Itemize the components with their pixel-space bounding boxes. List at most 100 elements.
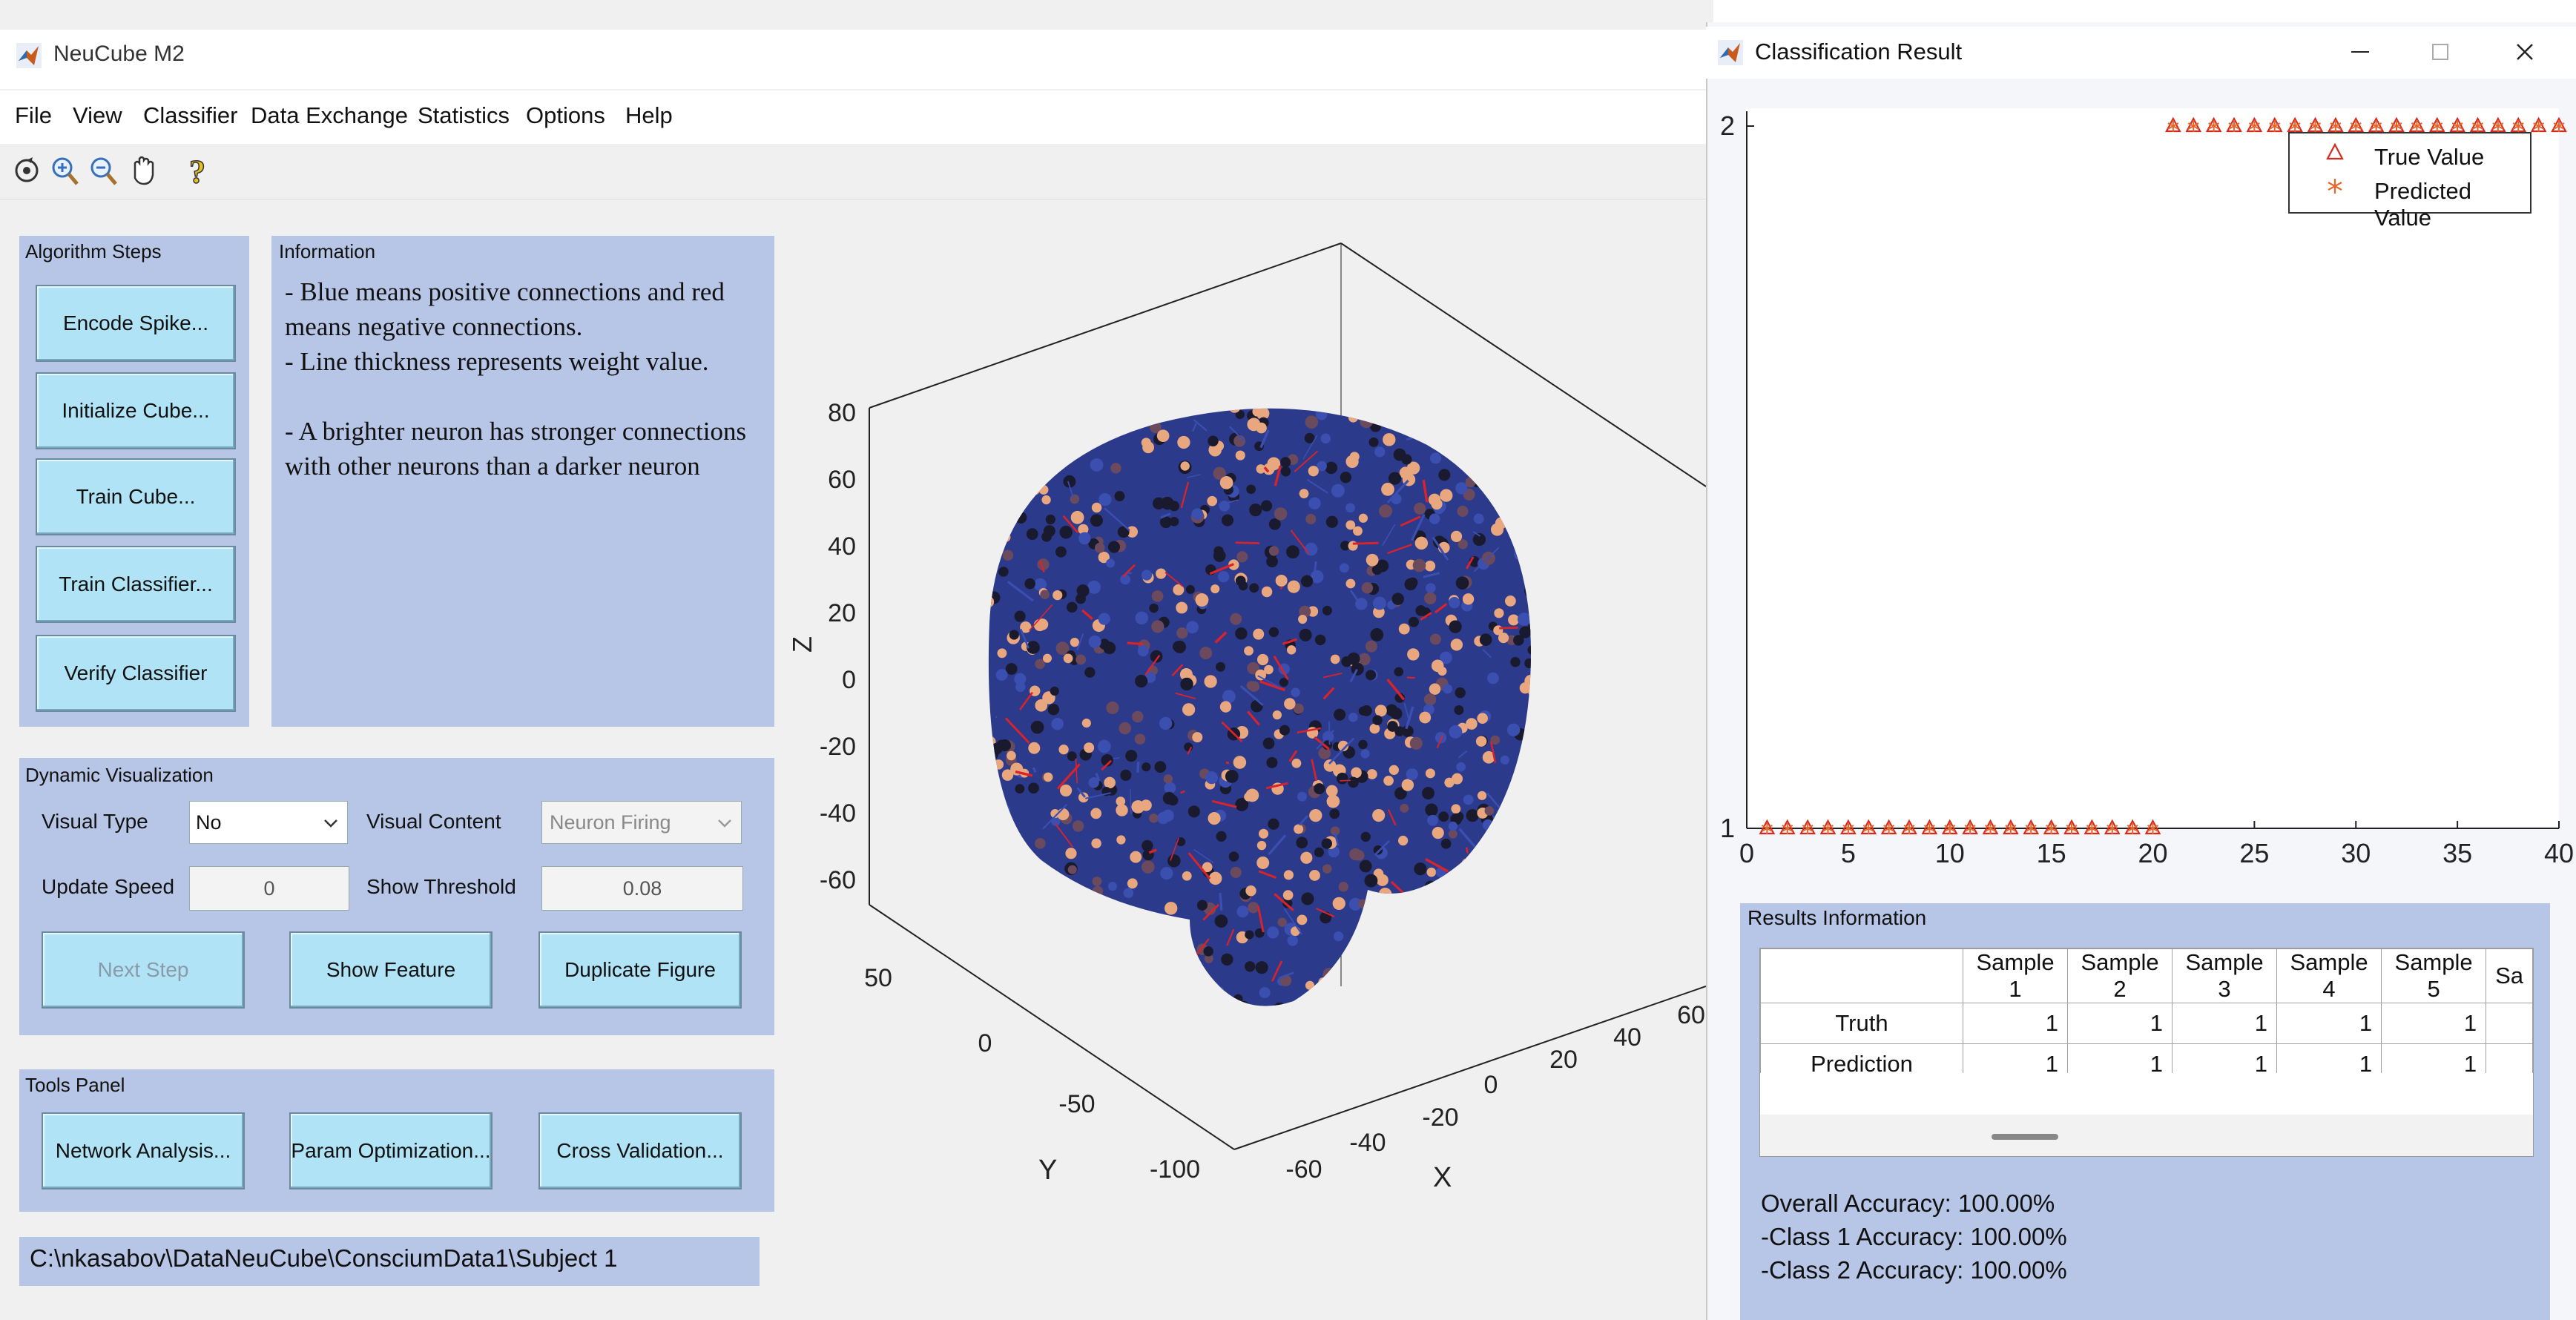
update-speed-field[interactable]: 0 xyxy=(189,866,349,911)
cube-3d-plot[interactable]: 80 60 40 20 0 -20 -40 -60 Z 50 0 -50 -10… xyxy=(774,222,1706,1209)
neuron-dot xyxy=(1529,512,1531,526)
neuron-dot xyxy=(1351,767,1362,779)
menu-statistics[interactable]: Statistics xyxy=(418,102,510,128)
neuron-dot xyxy=(1236,392,1246,403)
next-step-button[interactable]: Next Step xyxy=(42,931,245,1009)
neuron-dot xyxy=(1279,678,1288,687)
neuron-dot xyxy=(988,527,1001,541)
predicted-value-point xyxy=(1964,822,1976,834)
encode-spike-button[interactable]: Encode Spike... xyxy=(36,285,236,362)
neuron-dot xyxy=(1208,435,1219,446)
neuron-dot xyxy=(1058,745,1069,755)
z-tick: -20 xyxy=(820,733,856,761)
connection-line xyxy=(1004,717,1030,744)
show-feature-button[interactable]: Show Feature xyxy=(289,931,493,1009)
neuron-dot xyxy=(997,648,1007,659)
info-line: - A brighter neuron has stronger connect… xyxy=(285,417,747,446)
train-classifier-button[interactable]: Train Classifier... xyxy=(36,546,236,623)
neuron-dot xyxy=(1460,955,1474,969)
connection-line xyxy=(1328,737,1355,765)
results-table-container[interactable]: Sample 1 Sample 2 Sample 3 Sample 4 Samp… xyxy=(1759,948,2534,1157)
connection-line xyxy=(1274,893,1294,911)
connection-line xyxy=(1160,512,1171,519)
menu-classifier[interactable]: Classifier xyxy=(143,102,238,128)
train-cube-button[interactable]: Train Cube... xyxy=(36,458,236,535)
connection-line xyxy=(1147,931,1155,945)
neuron-dot xyxy=(1054,925,1067,938)
menu-data-exchange[interactable]: Data Exchange xyxy=(251,102,408,128)
neuron-dot xyxy=(1483,899,1495,911)
connection-line xyxy=(1290,529,1310,554)
table-cell: 1 xyxy=(2067,1003,2173,1044)
neuron-dot xyxy=(1339,563,1349,573)
neuron-dot xyxy=(1528,913,1531,926)
result-titlebar xyxy=(1706,27,2576,79)
neuron-dot xyxy=(1015,784,1025,794)
connection-line xyxy=(1186,473,1201,478)
neuron-dot xyxy=(1204,954,1213,963)
neuron-dot xyxy=(1367,950,1378,961)
menu-view[interactable]: View xyxy=(73,102,122,128)
neuron-dot xyxy=(1091,502,1102,513)
horizontal-scrollbar[interactable] xyxy=(1992,1134,2058,1140)
neuron-dot xyxy=(1268,627,1279,638)
menu-help[interactable]: Help xyxy=(625,102,673,128)
zoom-out-icon[interactable] xyxy=(88,153,120,188)
neuron-dot xyxy=(1284,698,1296,710)
neuron-dot xyxy=(1139,971,1150,982)
neuron-dot xyxy=(1160,867,1173,880)
minimize-icon[interactable] xyxy=(2344,36,2376,68)
duplicate-figure-button[interactable]: Duplicate Figure xyxy=(538,931,742,1009)
neuron-dot xyxy=(1530,684,1531,696)
cross-validation-button[interactable]: Cross Validation... xyxy=(538,1112,742,1189)
neuron-dot xyxy=(1329,808,1340,819)
neuron-dot xyxy=(1453,945,1464,956)
neuron-dot xyxy=(1159,716,1173,730)
connection-line xyxy=(1274,465,1282,486)
pan-hand-icon[interactable] xyxy=(128,153,160,188)
network-analysis-button[interactable]: Network Analysis... xyxy=(42,1112,245,1189)
menu-file[interactable]: File xyxy=(15,102,52,128)
visual-content-select[interactable]: Neuron Firing xyxy=(541,801,742,844)
show-threshold-field[interactable]: 0.08 xyxy=(541,866,743,911)
neuron-dot xyxy=(1201,985,1211,995)
table-cell: 1 xyxy=(2172,1003,2278,1044)
connection-line xyxy=(1382,524,1396,547)
neuron-dot xyxy=(1372,809,1386,822)
neuron-dot xyxy=(1032,911,1044,922)
connection-line xyxy=(1458,828,1478,849)
neuron-dot xyxy=(1037,415,1048,426)
connection-line xyxy=(1044,906,1070,933)
connection-line xyxy=(995,716,998,718)
neuron-dot xyxy=(1370,628,1384,641)
initialize-cube-button[interactable]: Initialize Cube... xyxy=(36,372,236,449)
neuron-dot xyxy=(1443,684,1453,694)
connection-line xyxy=(1144,408,1159,426)
neuron-dot xyxy=(1141,570,1153,581)
neuron-dot xyxy=(1370,420,1381,432)
neuron-dot xyxy=(1130,851,1142,863)
neuron-dot xyxy=(1213,986,1225,997)
menu-options[interactable]: Options xyxy=(526,102,605,128)
verify-classifier-button[interactable]: Verify Classifier xyxy=(36,635,236,712)
zoom-in-icon[interactable] xyxy=(49,153,82,188)
neuron-dot xyxy=(1394,787,1407,800)
neuron-dot xyxy=(1376,957,1389,970)
visual-type-select[interactable]: No xyxy=(189,801,348,844)
neuron-dot xyxy=(1414,536,1429,550)
close-icon[interactable] xyxy=(2509,36,2541,68)
help-icon[interactable]: ? xyxy=(181,153,214,188)
rotate-icon[interactable] xyxy=(10,153,43,188)
x-tick-label: 30 xyxy=(2341,838,2371,868)
neuron-dot xyxy=(1488,1000,1501,1006)
connection-line xyxy=(1323,672,1343,679)
neuron-dot xyxy=(1047,703,1060,716)
connection-line xyxy=(1322,687,1335,700)
param-optimization-button[interactable]: Param Optimization... xyxy=(289,1112,493,1189)
neuron-dot xyxy=(1322,864,1332,874)
maximize-icon[interactable] xyxy=(2424,36,2457,68)
x-tick-label: 35 xyxy=(2442,838,2472,868)
neuron-dot xyxy=(1526,912,1531,926)
neuron-dot xyxy=(1515,423,1526,434)
neuron-dot xyxy=(1142,839,1153,852)
